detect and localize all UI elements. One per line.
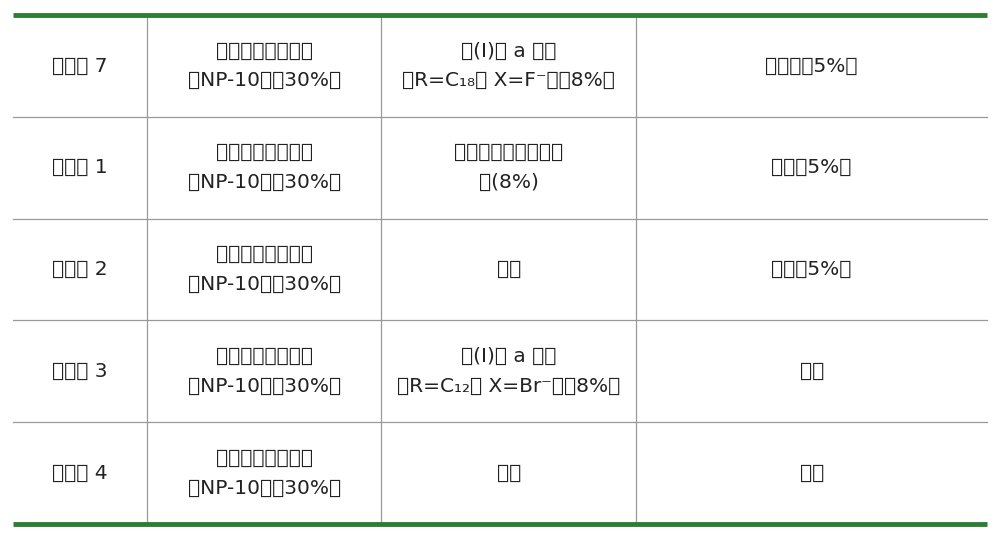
Text: 壬基酚聚氧乙烯醚: 壬基酚聚氧乙烯醚 xyxy=(216,245,313,264)
Text: （NP-10）（30%）: （NP-10）（30%） xyxy=(188,173,341,192)
Text: 对比例 4: 对比例 4 xyxy=(52,464,108,482)
Text: 式(I)中 a 结构: 式(I)中 a 结构 xyxy=(461,347,556,366)
Text: 实施例 7: 实施例 7 xyxy=(52,57,108,75)
Text: 不含: 不含 xyxy=(497,464,521,482)
Text: 壬基酚聚氧乙烯醚: 壬基酚聚氧乙烯醚 xyxy=(216,143,313,162)
Text: （R=C₁₂， X=Br⁻）（8%）: （R=C₁₂， X=Br⁻）（8%） xyxy=(397,377,620,396)
Text: 式(I)中 a 结构: 式(I)中 a 结构 xyxy=(461,42,556,60)
Text: 镂(8%): 镂(8%) xyxy=(479,173,539,192)
Text: （NP-10）（30%）: （NP-10）（30%） xyxy=(188,377,341,396)
Text: 不含: 不含 xyxy=(800,362,824,381)
Text: 丙醇（5%）: 丙醇（5%） xyxy=(771,158,852,177)
Text: （NP-10）（30%）: （NP-10）（30%） xyxy=(188,479,341,497)
Text: 对比例 2: 对比例 2 xyxy=(52,260,108,279)
Text: 丙醇（5%）: 丙醇（5%） xyxy=(771,260,852,279)
Text: 正丁醇（5%）: 正丁醇（5%） xyxy=(765,57,858,75)
Text: 对比例 1: 对比例 1 xyxy=(52,158,108,177)
Text: 不含: 不含 xyxy=(800,464,824,482)
Text: 不含: 不含 xyxy=(497,260,521,279)
Text: 十二烷基三甲基渴化: 十二烷基三甲基渴化 xyxy=(454,143,563,162)
Text: 对比例 3: 对比例 3 xyxy=(52,362,108,381)
Text: （R=C₁₈， X=F⁻）（8%）: （R=C₁₈， X=F⁻）（8%） xyxy=(402,71,615,90)
Text: （NP-10）（30%）: （NP-10）（30%） xyxy=(188,71,341,90)
Text: 壬基酚聚氧乙烯醚: 壬基酚聚氧乙烯醚 xyxy=(216,42,313,60)
Text: 壬基酚聚氧乙烯醚: 壬基酚聚氧乙烯醚 xyxy=(216,449,313,468)
Text: 壬基酚聚氧乙烯醚: 壬基酚聚氧乙烯醚 xyxy=(216,347,313,366)
Text: （NP-10）（30%）: （NP-10）（30%） xyxy=(188,275,341,294)
